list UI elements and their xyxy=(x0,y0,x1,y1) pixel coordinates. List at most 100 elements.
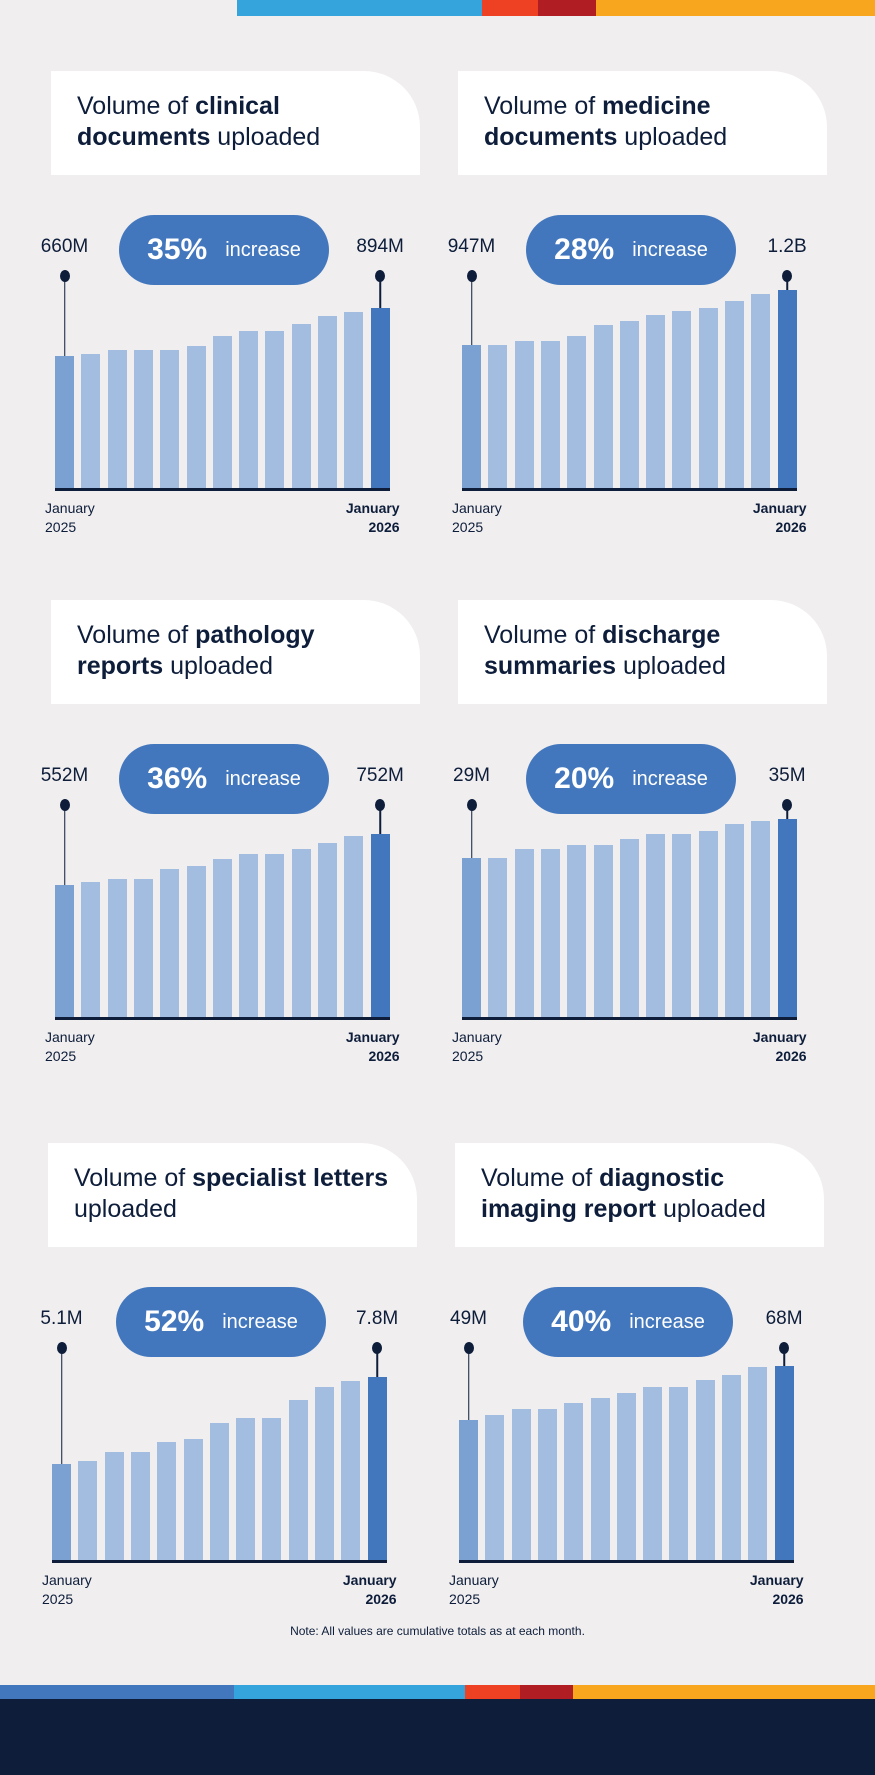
bar-sep xyxy=(265,853,285,1017)
x-axis-line xyxy=(459,1560,794,1563)
increase-word: increase xyxy=(632,238,708,261)
end-value-label: 68M xyxy=(765,1308,803,1329)
bar-feb xyxy=(81,882,101,1017)
bar-sep xyxy=(669,1387,689,1560)
bar-nov xyxy=(722,1374,741,1560)
bar-feb xyxy=(78,1460,98,1560)
x-end-year: 2026 xyxy=(365,1591,397,1607)
x-end-label: January 2026 xyxy=(727,1028,807,1066)
bar-nov xyxy=(318,316,337,488)
leader-line xyxy=(470,805,473,858)
end-value-label: 35M xyxy=(768,765,806,786)
bar-jan-2026 xyxy=(370,834,390,1017)
bar-may xyxy=(160,350,180,488)
leader-line xyxy=(786,276,788,290)
bar-jun xyxy=(183,1438,203,1560)
bottom-color-strip xyxy=(0,1685,875,1699)
bar-sep xyxy=(265,330,285,488)
leader-line xyxy=(470,276,473,346)
increase-percent: 20% xyxy=(554,762,615,795)
x-end-year: 2026 xyxy=(775,519,807,535)
bar-may xyxy=(157,1442,177,1560)
bar-oct xyxy=(698,830,718,1017)
marker-dot xyxy=(779,1342,790,1354)
chart-panel: Volume of diagnostic imaging report uplo… xyxy=(449,1143,825,1613)
increase-badge: 52% increase xyxy=(116,1287,326,1357)
marker-dot xyxy=(782,799,793,811)
x-end-year: 2026 xyxy=(368,519,400,535)
bar-jan-2025 xyxy=(462,345,481,488)
x-start-label: January 2025 xyxy=(452,499,502,537)
chart-title-card: Volume of pathology reports uploaded xyxy=(51,600,420,704)
bar-jul xyxy=(619,321,639,488)
x-end-label: January 2026 xyxy=(317,1571,397,1609)
increase-badge: 40% increase xyxy=(523,1287,733,1357)
bar-oct xyxy=(291,324,311,488)
start-value-label: 552M xyxy=(40,765,89,786)
x-start-month: January xyxy=(452,1029,502,1045)
marker-dot xyxy=(372,1342,383,1354)
x-start-month: January xyxy=(452,500,502,516)
increase-percent: 36% xyxy=(147,762,208,795)
bar-oct xyxy=(695,1379,715,1560)
bar-jan-2026 xyxy=(774,1366,794,1560)
bar-nov xyxy=(315,1387,334,1560)
start-value-label: 947M xyxy=(447,236,496,257)
chart-title: Volume of pathology reports uploaded xyxy=(77,621,315,680)
chart-panel: Volume of discharge summaries uploaded 2… xyxy=(452,600,828,1070)
bar-may xyxy=(567,845,587,1017)
x-start-month: January xyxy=(45,500,95,516)
bar-dec xyxy=(751,293,771,488)
increase-word: increase xyxy=(225,767,301,790)
bar-jun xyxy=(186,345,206,488)
bar-jun xyxy=(593,845,613,1017)
bar-jan-2026 xyxy=(777,290,797,488)
chart-title-card: Volume of specialist letters uploaded xyxy=(48,1143,417,1247)
chart-panel: Volume of specialist letters uploaded 52… xyxy=(40,1143,418,1613)
end-value-label: 894M xyxy=(356,236,404,257)
start-value-label: 5.1M xyxy=(40,1308,83,1329)
bar-may xyxy=(564,1403,584,1560)
x-axis-line xyxy=(462,488,797,491)
x-start-month: January xyxy=(45,1029,95,1045)
bar-oct xyxy=(288,1400,308,1560)
x-end-year: 2026 xyxy=(368,1048,400,1064)
bar-sep xyxy=(672,834,692,1017)
x-start-year: 2025 xyxy=(452,519,484,535)
start-value-label: 660M xyxy=(40,236,89,257)
bar-mar xyxy=(511,1409,531,1560)
marker-dot xyxy=(463,1342,474,1354)
x-start-year: 2025 xyxy=(452,1048,484,1064)
x-start-label: January 2025 xyxy=(452,1028,502,1066)
bar-jul xyxy=(616,1393,636,1560)
leader-line xyxy=(379,805,381,834)
bar-jan-2025 xyxy=(462,857,481,1017)
increase-badge: 28% increase xyxy=(526,215,736,285)
bar-apr xyxy=(540,341,560,488)
x-end-label: January 2026 xyxy=(320,1028,400,1066)
chart-panel: Volume of pathology reports uploaded 36%… xyxy=(41,600,421,1070)
chart-title: Volume of specialist letters uploaded xyxy=(74,1164,389,1223)
end-value-label: 1.2B xyxy=(767,236,807,257)
bar-jun xyxy=(593,324,613,488)
bar-dec xyxy=(748,1367,768,1560)
increase-badge: 36% increase xyxy=(119,744,329,814)
x-start-year: 2025 xyxy=(45,1048,77,1064)
leader-line xyxy=(63,276,66,357)
x-end-month: January xyxy=(752,500,807,516)
increase-word: increase xyxy=(632,767,708,790)
bar-nov xyxy=(725,824,744,1017)
bar-jan-2025 xyxy=(52,1463,71,1560)
chart-title-card: Volume of medicine documents uploaded xyxy=(458,71,827,175)
chart-title: Volume of discharge summaries uploaded xyxy=(484,621,726,680)
marker-dot xyxy=(782,270,793,282)
leader-line xyxy=(376,1348,378,1377)
footnote: Note: All values are cumulative totals a… xyxy=(290,1624,585,1638)
bar-oct xyxy=(291,849,311,1017)
bar-mar xyxy=(107,878,127,1017)
bar-jul xyxy=(619,838,639,1017)
x-end-label: January 2026 xyxy=(724,1571,804,1609)
bar-nov xyxy=(725,300,744,488)
leader-line xyxy=(786,805,788,819)
marker-dot xyxy=(466,799,477,811)
